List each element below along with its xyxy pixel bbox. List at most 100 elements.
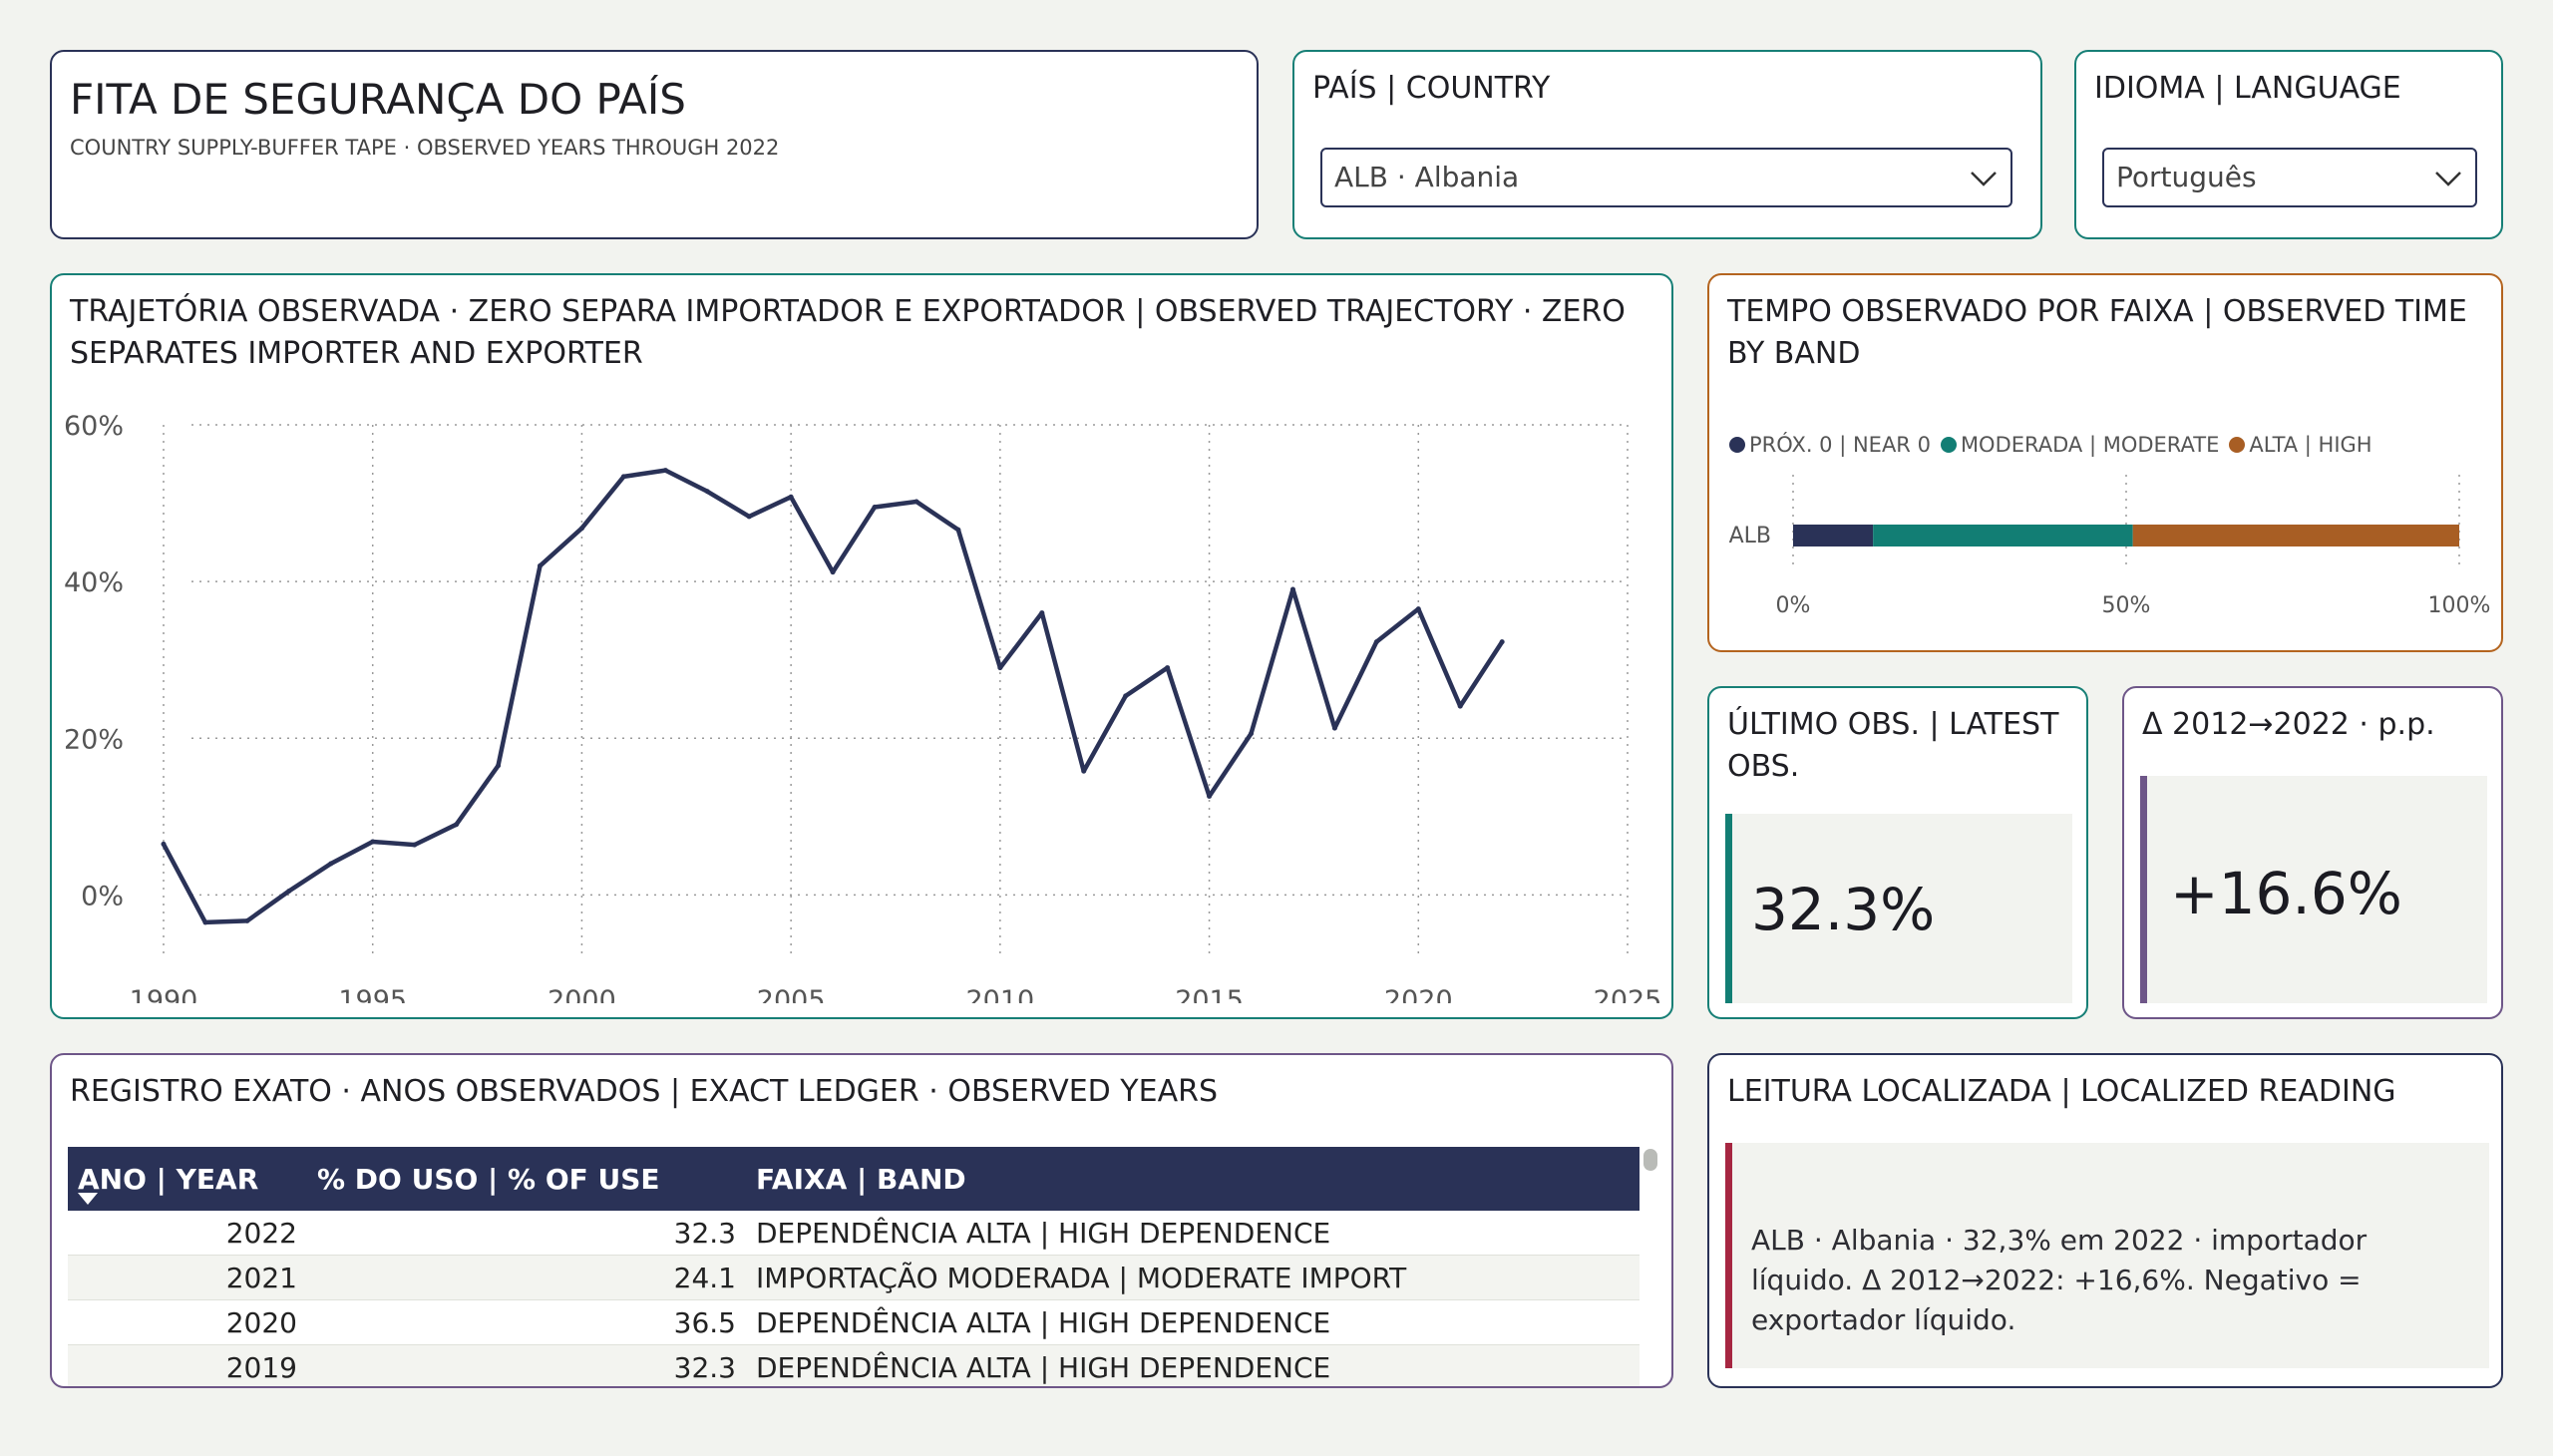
chevron-down-icon: [2435, 172, 2461, 186]
accent-bar: [1725, 814, 1732, 1003]
chevron-down-icon: [1971, 172, 1997, 186]
data-point: [537, 562, 543, 568]
ledger-card: REGISTRO EXATO · ANOS OBSERVADOS | EXACT…: [50, 1053, 1673, 1388]
cell-percent: 32.3: [307, 1211, 746, 1256]
page-title: FITA DE SEGURANÇA DO PAÍS: [70, 75, 686, 124]
table-scrollbar[interactable]: [1643, 1149, 1657, 1171]
table-row[interactable]: 2020 36.5 DEPENDÊNCIA ALTA | HIGH DEPEND…: [68, 1299, 1640, 1345]
accent-bar: [2140, 776, 2147, 1003]
data-point: [830, 569, 836, 575]
country-dropdown[interactable]: ALB · Albania: [1320, 148, 2012, 207]
bar-segment: [2132, 525, 2459, 546]
data-point: [1039, 610, 1045, 616]
bar-segment: [1873, 525, 2133, 546]
data-point: [1373, 639, 1379, 645]
country-filter-card: PAÍS | COUNTRY ALB · Albania: [1292, 50, 2042, 239]
ledger-table: ANO | YEAR % DO USO | % OF USE FAIXA | B…: [68, 1147, 1640, 1386]
cell-year: 2020: [68, 1299, 307, 1345]
cell-percent: 32.3: [307, 1344, 746, 1386]
cell-year: 2022: [68, 1211, 307, 1256]
column-header-year[interactable]: ANO | YEAR: [68, 1147, 307, 1211]
data-point: [578, 526, 584, 532]
band-legend: PRÓX. 0 | NEAR 0 MODERADA | MODERATE ALT…: [1729, 433, 2372, 457]
y-tick-label: 60%: [64, 411, 124, 442]
data-point: [1289, 586, 1295, 592]
sort-desc-icon[interactable]: [78, 1193, 98, 1207]
ledger-title: REGISTRO EXATO · ANOS OBSERVADOS | EXACT…: [70, 1074, 1219, 1109]
x-tick-label: 2005: [757, 985, 826, 1003]
language-filter-label: IDIOMA | LANGUAGE: [2094, 71, 2401, 106]
accent-bar: [1725, 1143, 1732, 1368]
category-label: ALB: [1729, 524, 1771, 548]
x-tick-label: 0%: [1776, 593, 1811, 618]
language-filter-card: IDIOMA | LANGUAGE Português: [2074, 50, 2503, 239]
legend-label: MODERADA | MODERATE: [1960, 433, 2220, 457]
column-header-percent[interactable]: % DO USO | % OF USE: [307, 1147, 746, 1211]
language-dropdown[interactable]: Português: [2102, 148, 2477, 207]
x-tick-label: 1995: [338, 985, 407, 1003]
data-point: [1165, 665, 1171, 671]
trajectory-chart-card: TRAJETÓRIA OBSERVADA · ZERO SEPARA IMPOR…: [50, 273, 1673, 1019]
band-stacked-bar-chart: 0% 50% 100% ALB: [1729, 475, 2491, 618]
page-subtitle: COUNTRY SUPPLY-BUFFER TAPE · OBSERVED YE…: [70, 136, 780, 160]
data-point: [328, 861, 334, 867]
cell-band: DEPENDÊNCIA ALTA | HIGH DEPENDENCE: [746, 1211, 1640, 1256]
x-tick-label: 2000: [547, 985, 616, 1003]
trajectory-chart-title: TRAJETÓRIA OBSERVADA · ZERO SEPARA IMPOR…: [70, 294, 1626, 371]
x-tick-label: 2025: [1594, 985, 1662, 1003]
legend-item-high[interactable]: ALTA | HIGH: [2229, 433, 2372, 457]
trajectory-line-chart: 0% 20% 40% 60% 1990 1995 2000 2005 2010 2015 2020 2…: [64, 411, 1662, 1003]
country-dropdown-value: ALB · Albania: [1334, 161, 1520, 193]
data-point: [454, 822, 460, 828]
legend-dot: [1940, 437, 1957, 453]
latest-obs-panel: 32.3%: [1725, 814, 2072, 1003]
data-point: [620, 474, 626, 480]
data-point: [1457, 703, 1463, 709]
column-header-band[interactable]: FAIXA | BAND: [746, 1147, 1640, 1211]
table-header-row: ANO | YEAR % DO USO | % OF USE FAIXA | B…: [68, 1147, 1640, 1211]
cell-band: DEPENDÊNCIA ALTA | HIGH DEPENDENCE: [746, 1344, 1640, 1386]
data-point: [955, 527, 961, 533]
bar-segment: [1793, 525, 1874, 546]
data-point: [788, 494, 794, 500]
data-point: [1249, 731, 1255, 737]
header-card: FITA DE SEGURANÇA DO PAÍS COUNTRY SUPPLY…: [50, 50, 1259, 239]
x-tick-label: 2020: [1384, 985, 1453, 1003]
y-tick-label: 40%: [64, 567, 124, 598]
delta-card: Δ 2012→2022 · p.p. +16.6%: [2122, 686, 2503, 1019]
x-tick-label: 2010: [965, 985, 1034, 1003]
column-header-label: ANO | YEAR: [78, 1162, 259, 1196]
legend-item-near-zero[interactable]: PRÓX. 0 | NEAR 0: [1729, 433, 1931, 457]
x-tick-label: 100%: [2428, 593, 2491, 618]
legend-item-moderate[interactable]: MODERADA | MODERATE: [1940, 433, 2220, 457]
legend-label: ALTA | HIGH: [2249, 433, 2372, 457]
data-point: [1415, 606, 1421, 612]
data-point: [1499, 639, 1505, 645]
latest-obs-title: ÚLTIMO OBS. | LATEST OBS.: [1727, 707, 2059, 784]
data-point: [662, 468, 668, 474]
time-by-band-card: TEMPO OBSERVADO POR FAIXA | OBSERVED TIM…: [1707, 273, 2503, 652]
data-point: [161, 841, 167, 847]
localized-reading-panel: ALB · Albania · 32,3% em 2022 · importad…: [1725, 1143, 2489, 1368]
data-point: [704, 489, 710, 495]
localized-reading-title: LEITURA LOCALIZADA | LOCALIZED READING: [1727, 1074, 2396, 1109]
data-point: [872, 505, 878, 510]
delta-title: Δ 2012→2022 · p.p.: [2142, 707, 2435, 742]
table-row[interactable]: 2021 24.1 IMPORTAÇÃO MODERADA | MODERATE…: [68, 1255, 1640, 1300]
delta-value: +16.6%: [2170, 860, 2402, 927]
table-row[interactable]: 2019 32.3 DEPENDÊNCIA ALTA | HIGH DEPEND…: [68, 1344, 1640, 1386]
legend-label: PRÓX. 0 | NEAR 0: [1749, 433, 1931, 457]
data-point: [1207, 793, 1213, 799]
cell-year: 2019: [68, 1344, 307, 1386]
data-point: [412, 842, 418, 848]
data-point: [997, 665, 1003, 671]
legend-dot: [2229, 437, 2246, 453]
table-row[interactable]: 2022 32.3 DEPENDÊNCIA ALTA | HIGH DEPEND…: [68, 1211, 1640, 1256]
data-point: [746, 514, 752, 520]
series-line: [161, 468, 1505, 925]
cell-band: DEPENDÊNCIA ALTA | HIGH DEPENDENCE: [746, 1299, 1640, 1345]
data-point: [202, 919, 208, 925]
data-point: [496, 763, 502, 769]
y-tick-label: 0%: [81, 881, 124, 911]
localized-reading-card: LEITURA LOCALIZADA | LOCALIZED READING A…: [1707, 1053, 2503, 1388]
